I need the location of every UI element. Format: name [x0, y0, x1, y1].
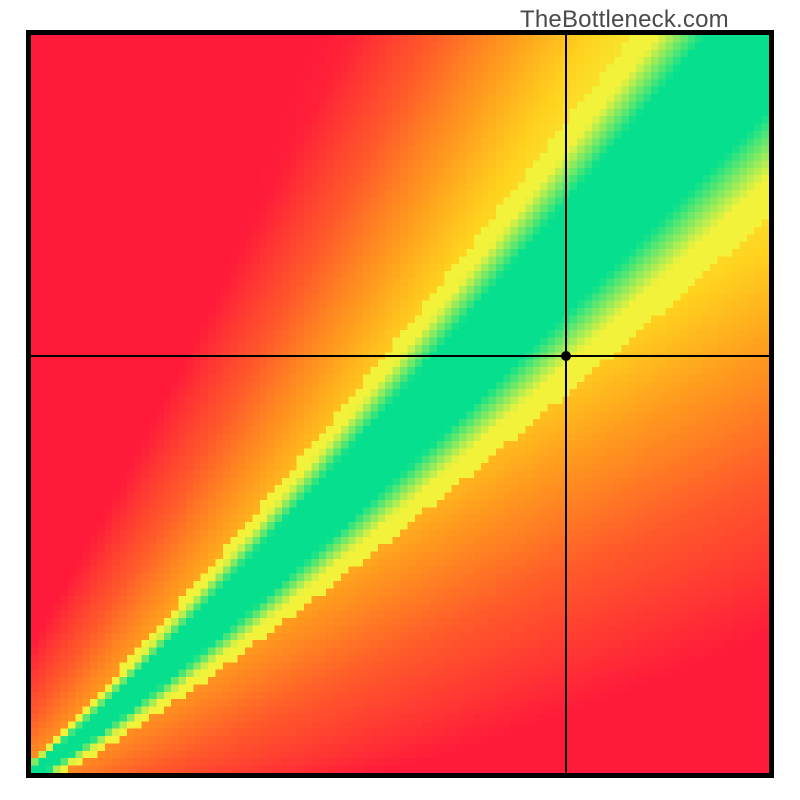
watermark-label: TheBottleneck.com — [520, 6, 729, 34]
crosshair-horizontal — [31, 355, 769, 357]
crosshair-marker[interactable] — [561, 351, 571, 361]
bottleneck-heatmap — [31, 35, 769, 773]
crosshair-vertical — [565, 35, 567, 773]
